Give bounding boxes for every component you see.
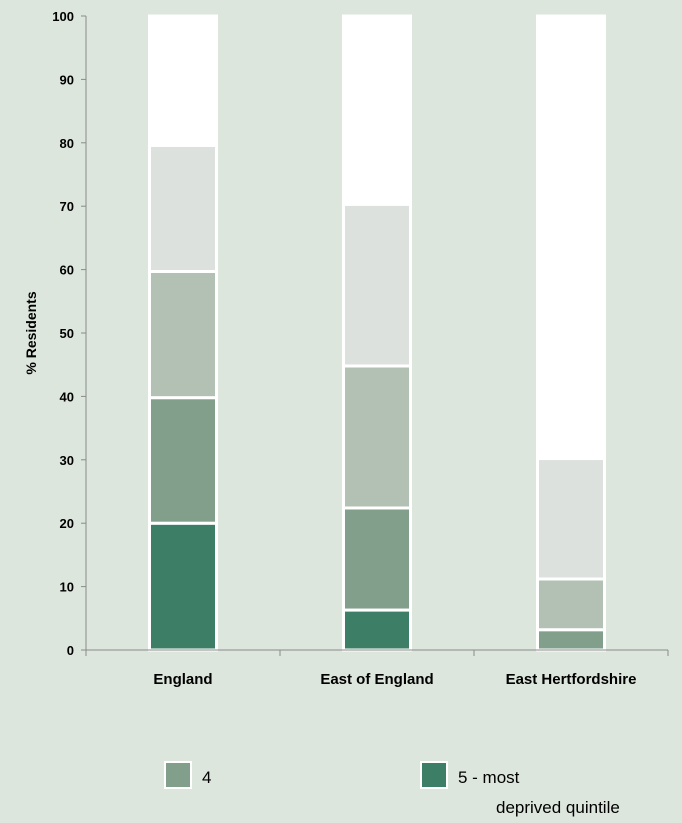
bar-segment — [536, 14, 606, 461]
bar-segment — [148, 14, 218, 147]
y-tick-label: 10 — [60, 580, 74, 595]
y-axis-title: % Residents — [23, 291, 39, 374]
x-tick-label: East Hertfordshire — [506, 671, 637, 688]
bar-segment — [148, 270, 218, 400]
x-axis: England East of England East Hertfordshire — [85, 649, 669, 688]
bar-segment — [342, 364, 412, 510]
legend-label-4: 4 — [202, 768, 211, 787]
x-tick-label: East of England — [320, 671, 433, 688]
y-tick-label: 50 — [60, 326, 74, 341]
bar-segment — [148, 396, 218, 525]
bar-segment — [536, 628, 606, 652]
y-tick-label: 30 — [60, 453, 74, 468]
bar-segment — [148, 521, 218, 652]
y-tick-label: 40 — [60, 389, 74, 404]
y-tick-label: 20 — [60, 516, 74, 531]
legend-label-5-line2: deprived quintile — [496, 798, 620, 817]
y-tick-label: 100 — [52, 9, 74, 24]
y-tick-label: 90 — [60, 72, 74, 87]
y-tick-label: 80 — [60, 136, 74, 151]
bar-segment — [536, 457, 606, 581]
bar-segment — [342, 506, 412, 612]
bar-segment — [342, 202, 412, 368]
y-tick-label: 60 — [60, 263, 74, 278]
legend-swatch-5 — [420, 761, 448, 789]
x-tick-label: England — [153, 671, 212, 688]
bars — [148, 14, 606, 652]
y-tick-label: 70 — [60, 199, 74, 214]
bar-segment — [148, 143, 218, 274]
bar-segment — [342, 14, 412, 206]
legend-swatch-4 — [164, 761, 192, 789]
legend: 4 5 - most deprived quintile — [164, 761, 620, 817]
bar-segment — [536, 577, 606, 632]
y-axis: 0 10 20 30 40 50 60 70 80 90 100 — [52, 9, 87, 658]
y-tick-label: 0 — [67, 643, 74, 658]
bar-segment — [342, 608, 412, 652]
legend-label-5-line1: 5 - most — [458, 768, 520, 787]
